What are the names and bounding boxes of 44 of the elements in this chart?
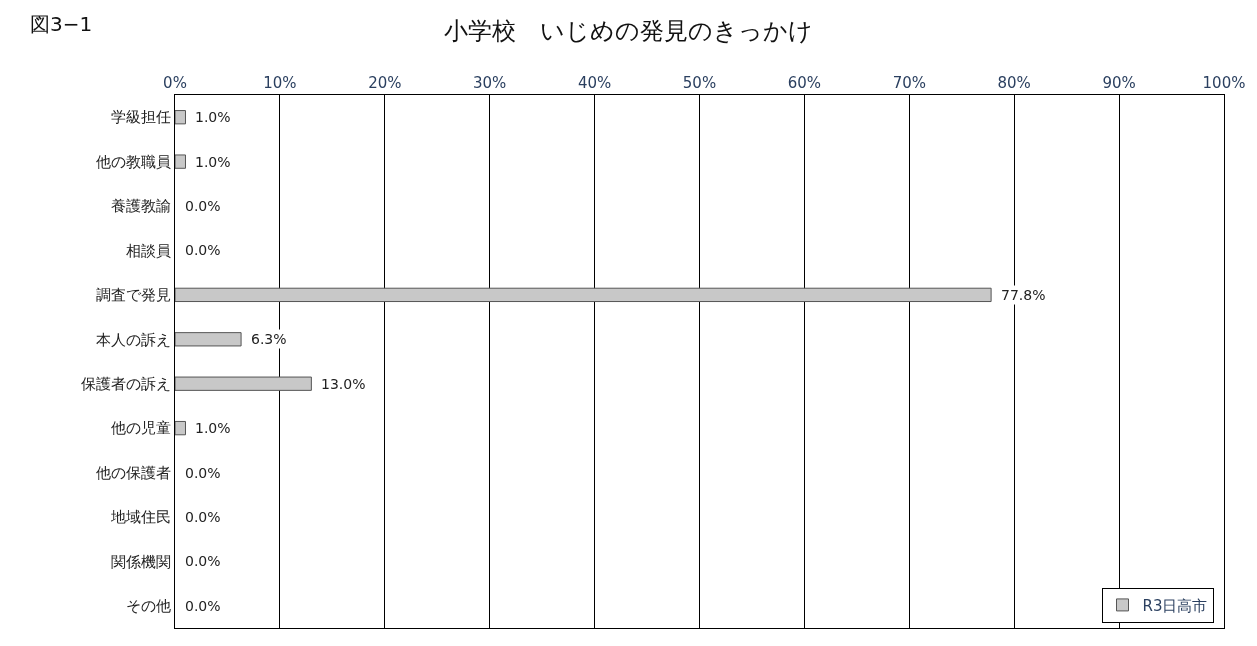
data-label: 6.3% [251, 331, 287, 347]
x-tick-label: 10% [263, 74, 297, 92]
bar [175, 110, 186, 125]
bar [175, 287, 992, 303]
data-label: 1.0% [195, 154, 231, 170]
data-label: 0.0% [185, 598, 221, 614]
y-tick-label: 関係機関 [111, 552, 171, 571]
x-tick-label: 90% [1102, 74, 1136, 92]
x-tick-label: 30% [473, 74, 507, 92]
bar [175, 154, 186, 169]
data-label: 1.0% [195, 109, 231, 125]
y-tick-label: 他の保護者 [96, 463, 171, 482]
legend-label: R3日高市 [1142, 596, 1208, 615]
data-label: 0.0% [185, 465, 221, 481]
y-tick-label: 他の教職員 [96, 152, 171, 171]
x-tick-label: 80% [997, 74, 1031, 92]
bar [175, 332, 242, 347]
data-label: 77.8% [1001, 287, 1046, 303]
data-label: 0.0% [185, 553, 221, 569]
caption: 図3−1 [30, 12, 93, 36]
y-tick-label: 調査で発見 [96, 286, 171, 305]
y-tick-label: 養護教諭 [111, 197, 171, 216]
y-tick-label: 他の児童 [111, 419, 171, 438]
x-tick-label: 70% [892, 74, 926, 92]
y-tick-label: 学級担任 [111, 108, 171, 127]
data-label: 0.0% [185, 509, 221, 525]
y-tick-label: 本人の訴え [96, 330, 171, 349]
bar [175, 420, 186, 436]
x-tick-label: 0% [163, 74, 187, 92]
bar [175, 376, 312, 391]
data-label: 1.0% [195, 420, 231, 436]
chart-title: 小学校 いじめの発見のきっかけ [444, 17, 813, 46]
y-tick-label: 地域住民 [110, 508, 171, 527]
x-tick-label: 100% [1202, 74, 1246, 92]
x-tick-label: 50% [682, 74, 717, 92]
y-tick-label: 相談員 [126, 241, 171, 260]
data-label: 13.0% [321, 376, 366, 392]
data-label: 0.0% [185, 198, 221, 214]
y-tick-label: 保護者の訴え [81, 374, 171, 393]
x-tick-label: 60% [787, 74, 822, 92]
data-label: 0.0% [185, 242, 221, 258]
x-tick-label: 40% [577, 74, 612, 92]
y-tick-label: その他 [126, 597, 171, 616]
x-tick-label: 20% [368, 74, 402, 92]
